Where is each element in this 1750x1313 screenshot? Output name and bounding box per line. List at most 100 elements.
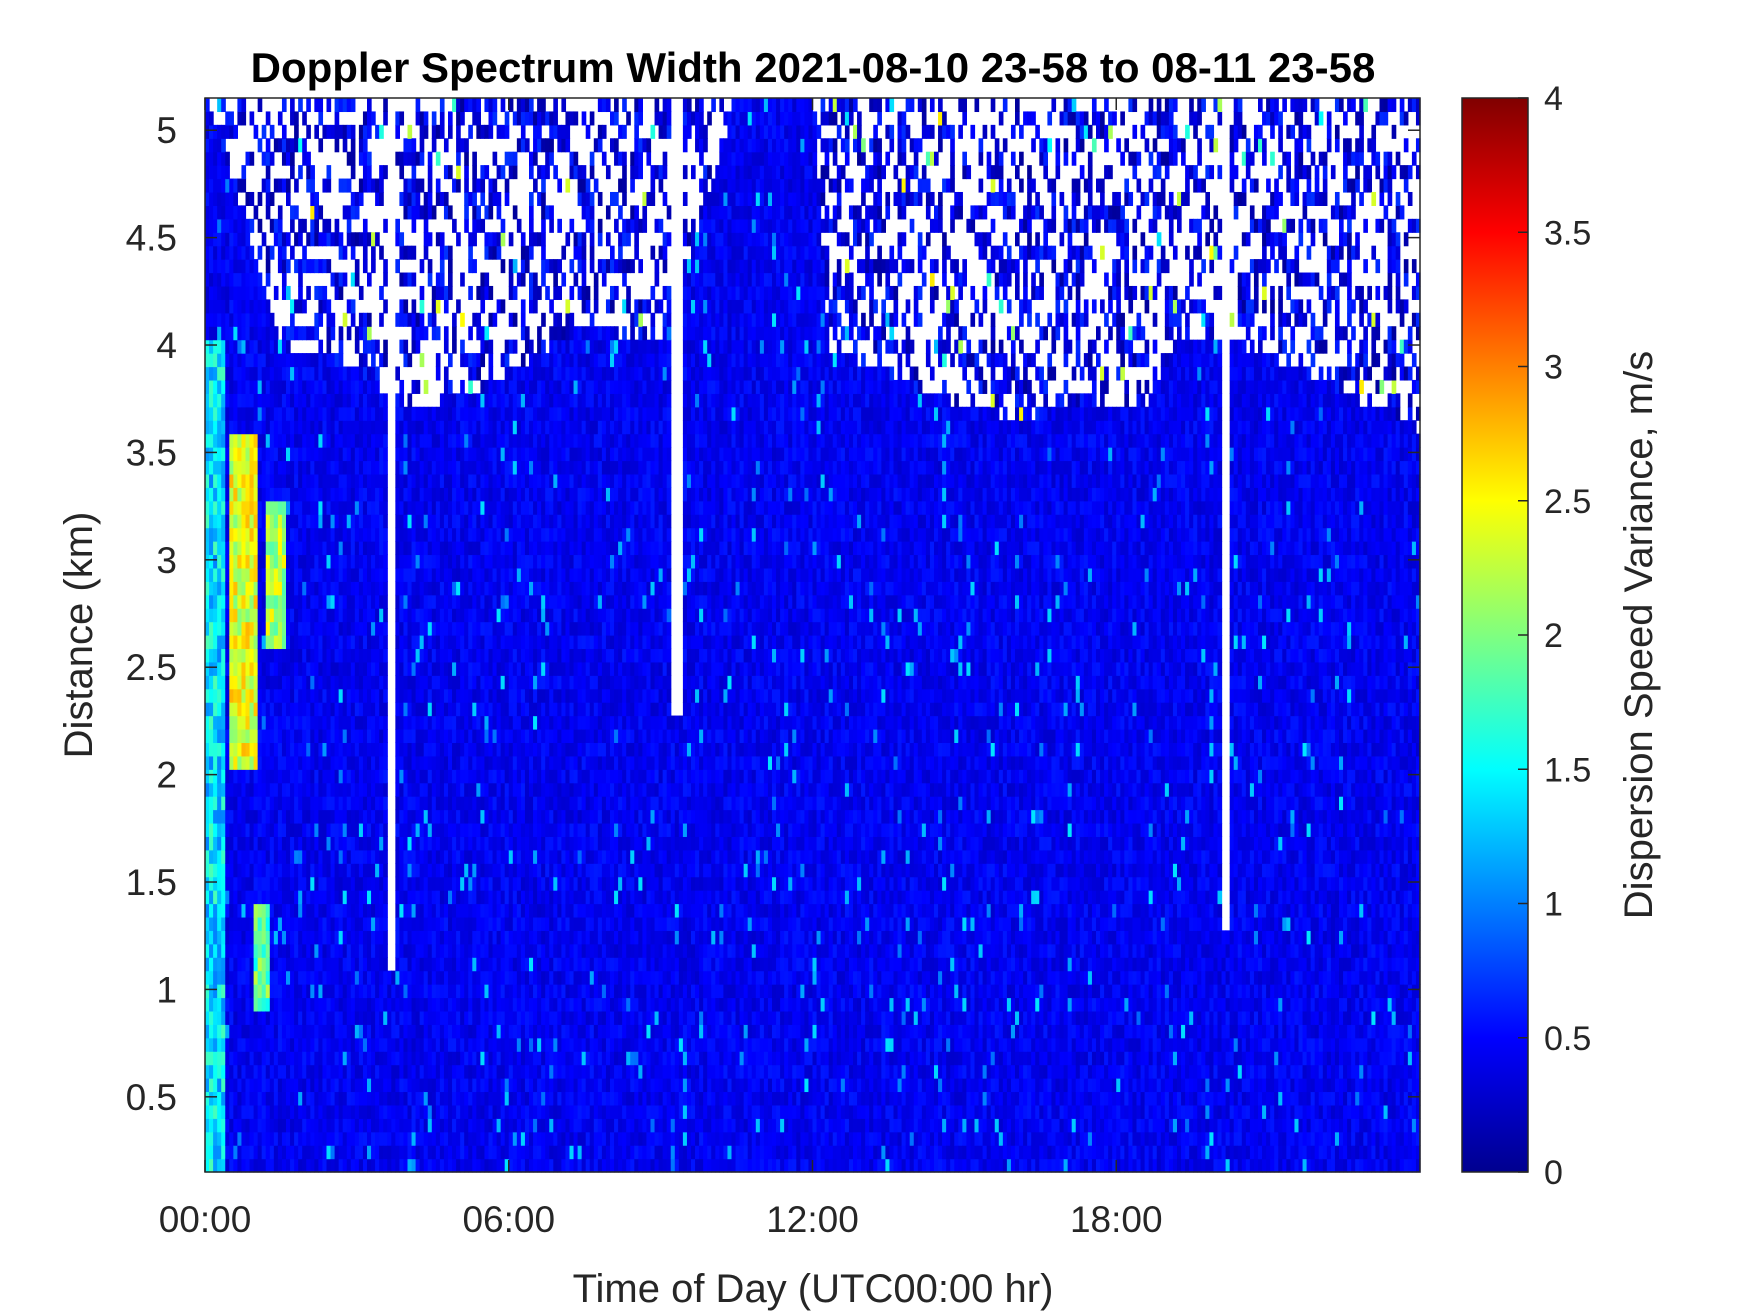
heatmap-cell <box>233 447 238 462</box>
heatmap-cell <box>427 433 433 448</box>
heatmap-cell <box>354 675 360 690</box>
heatmap-cell <box>362 742 368 757</box>
heatmap-cell <box>290 205 295 220</box>
heatmap-cell <box>286 379 291 394</box>
heatmap-cell <box>443 1131 449 1146</box>
heatmap-cell <box>452 822 457 837</box>
heatmap-cell <box>358 151 364 166</box>
heatmap-cell <box>488 232 494 247</box>
heatmap-cell <box>383 836 388 851</box>
heatmap-cell <box>415 205 421 220</box>
heatmap-cell <box>427 1037 433 1052</box>
heatmap-cell <box>233 876 238 891</box>
heatmap-cell <box>281 1091 287 1106</box>
heatmap-cell <box>290 715 295 730</box>
heatmap-cell <box>261 769 267 784</box>
heatmap-cell <box>480 1064 486 1079</box>
heatmap-cell <box>452 849 457 864</box>
heatmap-cell <box>249 111 255 126</box>
heatmap-cell <box>399 567 405 582</box>
heatmap-cell <box>221 339 226 354</box>
heatmap-cell <box>241 849 247 864</box>
heatmap-cell <box>265 675 271 690</box>
heatmap-cell <box>342 447 348 462</box>
heatmap-cell <box>253 433 259 448</box>
heatmap-cell <box>217 567 222 582</box>
heatmap-cell <box>403 1024 409 1039</box>
heatmap-cell <box>411 809 417 824</box>
heatmap-cell <box>209 460 214 475</box>
heatmap-cell <box>472 1037 477 1052</box>
heatmap-cell <box>346 1145 352 1160</box>
heatmap-cell <box>257 514 263 529</box>
heatmap-cell <box>346 957 352 972</box>
heatmap-cell <box>306 1104 311 1119</box>
heatmap-cell <box>245 151 251 166</box>
heatmap-cell <box>338 326 344 341</box>
heatmap-cell <box>423 594 429 609</box>
heatmap-cell <box>379 688 384 703</box>
heatmap-cell <box>403 567 409 582</box>
heatmap-cell <box>265 473 271 488</box>
heatmap-cell <box>338 1064 344 1079</box>
heatmap-cell <box>314 1024 319 1039</box>
heatmap-cell <box>314 218 319 233</box>
heatmap-cell <box>306 943 311 958</box>
heatmap-cell <box>334 876 340 891</box>
heatmap-cell <box>286 836 291 851</box>
heatmap-cell <box>277 1078 283 1093</box>
heatmap-cell <box>431 675 437 690</box>
heatmap-cell <box>314 675 319 690</box>
heatmap-cell <box>383 876 388 891</box>
heatmap-cell <box>233 191 238 206</box>
heatmap-cell <box>342 675 348 690</box>
heatmap-cell <box>245 930 251 945</box>
heatmap-cell <box>431 809 437 824</box>
heatmap-cell <box>269 1051 275 1066</box>
heatmap-cell <box>249 728 255 744</box>
heatmap-cell <box>346 1037 352 1052</box>
heatmap-cell <box>269 312 275 327</box>
heatmap-cell <box>431 514 437 529</box>
heatmap-cell <box>423 608 429 623</box>
heatmap-cell <box>326 527 332 542</box>
heatmap-cell <box>427 688 433 703</box>
heatmap-cell <box>249 755 255 770</box>
heatmap-cell <box>443 406 449 421</box>
heatmap-cell <box>407 1131 413 1146</box>
heatmap-cell <box>484 1104 490 1119</box>
heatmap-cell <box>330 1118 336 1133</box>
heatmap-cell <box>310 259 315 274</box>
heatmap-cell <box>411 339 417 354</box>
heatmap-cell <box>452 755 457 770</box>
heatmap-cell <box>358 997 364 1012</box>
heatmap-cell <box>334 890 340 905</box>
heatmap-cell <box>217 876 222 891</box>
heatmap-cell <box>253 1037 259 1052</box>
heatmap-cell <box>322 849 328 864</box>
heatmap-cell <box>439 916 445 931</box>
heatmap-cell <box>439 1078 445 1093</box>
heatmap-cell <box>245 447 251 462</box>
heatmap-cell <box>399 1145 405 1160</box>
heatmap-cell <box>488 393 494 408</box>
heatmap-cell <box>439 876 445 891</box>
heatmap-cell <box>205 420 210 435</box>
heatmap-cell <box>253 1078 259 1093</box>
heatmap-cell <box>391 1158 396 1173</box>
heatmap-cell <box>387 1131 392 1146</box>
heatmap-cell <box>310 635 315 650</box>
heatmap-cell <box>229 514 234 529</box>
heatmap-cell <box>318 500 324 515</box>
heatmap-cell <box>403 594 409 609</box>
heatmap-cell <box>464 957 469 972</box>
heatmap-cell <box>496 1010 502 1025</box>
heatmap-cell <box>391 1131 396 1146</box>
heatmap-cell <box>415 715 421 730</box>
heatmap-cell <box>281 1145 287 1160</box>
heatmap-cell <box>334 514 340 529</box>
heatmap-cell <box>468 769 473 784</box>
heatmap-cell <box>253 447 259 462</box>
heatmap-cell <box>225 688 230 703</box>
heatmap-cell <box>448 890 453 905</box>
